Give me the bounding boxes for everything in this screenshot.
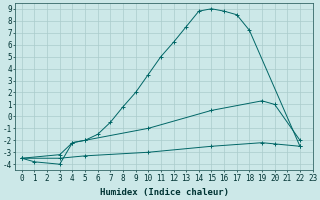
X-axis label: Humidex (Indice chaleur): Humidex (Indice chaleur)	[100, 188, 228, 197]
